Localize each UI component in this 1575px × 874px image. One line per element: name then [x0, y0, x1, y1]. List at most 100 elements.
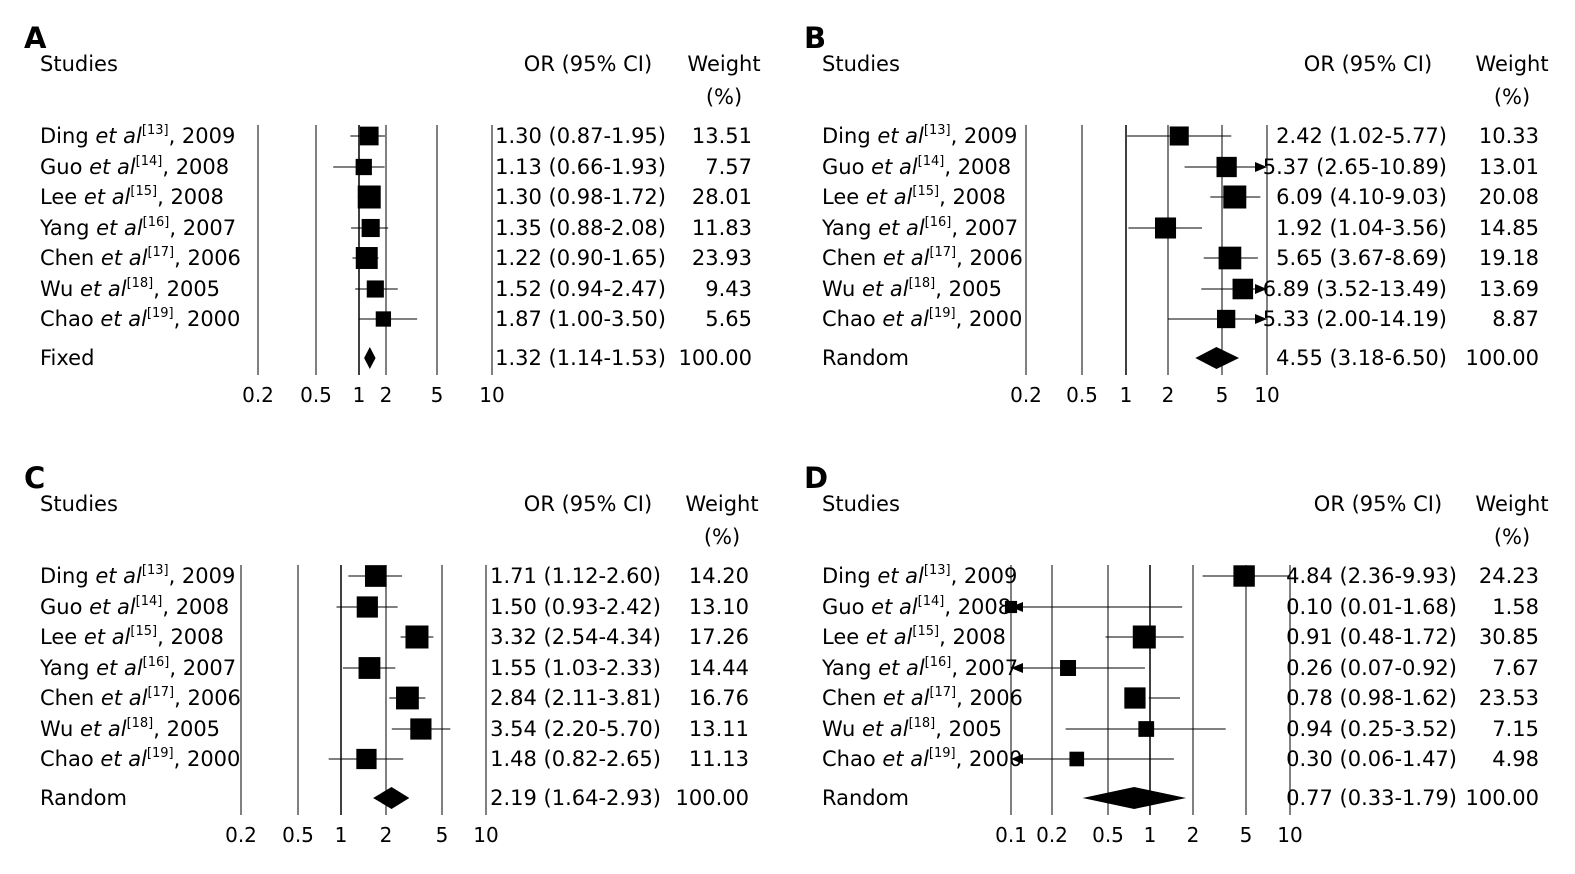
tick-label: 0.2	[1010, 383, 1042, 407]
pooled-row: Random 0.77 (0.33-1.79) 100.00	[822, 786, 1539, 810]
tick-label: 5	[1240, 823, 1253, 847]
study-row: Guo et al[14], 2008 0.10 (0.01-1.68) 1.58	[822, 594, 1539, 619]
weight-value: 13.11	[689, 717, 749, 741]
pooled-label: Random	[822, 346, 909, 370]
study-label: Yang et al[16], 2007	[821, 215, 1018, 240]
tick-label: 10	[1277, 823, 1302, 847]
or-ci-value: 1.13 (0.66-1.93)	[495, 155, 666, 179]
tick-label: 0.2	[225, 823, 257, 847]
weight-value: 17.26	[689, 625, 749, 649]
or-ci-value: 6.89 (3.52-13.49)	[1263, 277, 1447, 301]
study-row: Lee et al[15], 2008 3.32 (2.54-4.34) 17.26	[40, 624, 749, 649]
pooled-label: Random	[822, 786, 909, 810]
header-weight-unit: (%)	[1494, 85, 1530, 109]
study-row: Chao et al[19], 2000 0.30 (0.06-1.47) 4.98	[822, 746, 1539, 771]
weight-value: 14.85	[1479, 216, 1539, 240]
study-row: Chao et al[19], 2000 1.87 (1.00-3.50) 5.65	[40, 306, 752, 331]
point-estimate-square	[375, 311, 392, 327]
or-ci-value: 1.71 (1.12-2.60)	[490, 564, 661, 588]
point-estimate-square	[355, 247, 378, 269]
weight-value: 13.51	[692, 124, 752, 148]
pooled-label: Random	[40, 786, 127, 810]
or-ci-value: 1.52 (0.94-2.47)	[495, 277, 666, 301]
or-ci-value: 1.87 (1.00-3.50)	[495, 307, 666, 331]
tick-label: 0.5	[1092, 823, 1124, 847]
weight-value: 10.33	[1479, 124, 1539, 148]
header-weight: Weight	[687, 52, 760, 76]
tick-label: 0.5	[1066, 383, 1098, 407]
or-ci-value: 2.84 (2.11-3.81)	[490, 686, 661, 710]
tick-label: 1	[1144, 823, 1157, 847]
or-ci-value: 1.50 (0.93-2.42)	[490, 595, 661, 619]
study-row: Ding et al[13], 2009 4.84 (2.36-9.93) 24.2…	[822, 563, 1539, 588]
tick-label: 0.5	[300, 383, 332, 407]
study-row: Yang et al[16], 2007 1.92 (1.04-3.56) 14.8…	[821, 215, 1539, 240]
study-label: Lee et al[15], 2008	[822, 184, 1006, 209]
study-row: Ding et al[13], 2009 1.71 (1.12-2.60) 14.2…	[40, 563, 749, 588]
study-row: Yang et al[16], 2007 1.55 (1.03-2.33) 14.4…	[39, 655, 749, 680]
header-studies: Studies	[40, 52, 118, 76]
header-weight-unit: (%)	[704, 525, 740, 549]
header-studies: Studies	[822, 492, 900, 516]
tick-label: 1	[1120, 383, 1133, 407]
tick-label: 1	[335, 823, 348, 847]
study-row: Yang et al[16], 2007 1.35 (0.88-2.08) 11.8…	[39, 215, 752, 240]
weight-value: 13.01	[1479, 155, 1539, 179]
point-estimate-square	[1232, 278, 1254, 300]
or-ci-value: 3.54 (2.20-5.70)	[490, 717, 661, 741]
study-label: Guo et al[14], 2008	[40, 594, 229, 619]
or-ci-value: 0.91 (0.48-1.72)	[1286, 625, 1457, 649]
point-estimate-square	[1218, 246, 1242, 270]
weight-value: 1.58	[1492, 595, 1539, 619]
study-label: Guo et al[14], 2008	[40, 154, 229, 179]
pooled-label: Fixed	[40, 346, 94, 370]
weight-value: 24.23	[1479, 564, 1539, 588]
panel-label: C	[24, 461, 45, 495]
tick-label: 0.5	[282, 823, 314, 847]
point-estimate-square	[1004, 600, 1018, 614]
or-ci-value: 5.37 (2.65-10.89)	[1263, 155, 1447, 179]
pooled-diamond	[1195, 347, 1240, 369]
ci-arrow-left	[1011, 663, 1023, 673]
study-row: Wu et al[18], 2005 0.94 (0.25-3.52) 7.15	[822, 716, 1539, 741]
tick-label: 0.2	[242, 383, 274, 407]
study-row: Chen et al[17], 2006 5.65 (3.67-8.69) 19.1…	[822, 245, 1539, 270]
study-label: Chao et al[19], 2000	[822, 746, 1022, 771]
or-ci-value: 2.42 (1.02-5.77)	[1276, 124, 1447, 148]
pooled-diamond	[373, 787, 410, 809]
panel-label: A	[24, 21, 47, 55]
study-label: Ding et al[13], 2009	[40, 123, 235, 148]
study-label: Chen et al[17], 2006	[40, 245, 241, 270]
point-estimate-square	[1216, 309, 1236, 329]
weight-value: 13.10	[689, 595, 749, 619]
study-row: Guo et al[14], 2008 1.13 (0.66-1.93) 7.57	[40, 154, 752, 179]
study-row: Wu et al[18], 2005 1.52 (0.94-2.47) 9.43	[40, 276, 752, 301]
pooled-or-ci: 2.19 (1.64-2.93)	[490, 786, 661, 810]
weight-value: 7.57	[705, 155, 752, 179]
study-row: Lee et al[15], 2008 0.91 (0.48-1.72) 30.85	[822, 624, 1539, 649]
tick-label: 2	[1187, 823, 1200, 847]
study-label: Chao et al[19], 2000	[822, 306, 1022, 331]
point-estimate-square	[356, 596, 378, 618]
point-estimate-square	[358, 657, 381, 679]
tick-label: 10	[479, 383, 504, 407]
tick-label: 5	[1216, 383, 1229, 407]
or-ci-value: 0.10 (0.01-1.68)	[1286, 595, 1457, 619]
weight-value: 23.53	[1479, 686, 1539, 710]
point-estimate-square	[1169, 126, 1189, 146]
study-row: Chao et al[19], 2000 5.33 (2.00-14.19) 8.8…	[822, 306, 1539, 331]
study-label: Wu et al[18], 2005	[40, 276, 220, 301]
study-label: Guo et al[14], 2008	[822, 594, 1011, 619]
point-estimate-square	[1060, 660, 1077, 676]
pooled-diamond	[364, 347, 376, 369]
study-label: Ding et al[13], 2009	[822, 123, 1017, 148]
ci-arrow-right	[1255, 284, 1267, 294]
tick-label: 5	[436, 823, 449, 847]
or-ci-value: 0.94 (0.25-3.52)	[1286, 717, 1457, 741]
weight-value: 7.15	[1492, 717, 1539, 741]
tick-label: 2	[380, 823, 393, 847]
pooled-weight: 100.00	[679, 346, 752, 370]
